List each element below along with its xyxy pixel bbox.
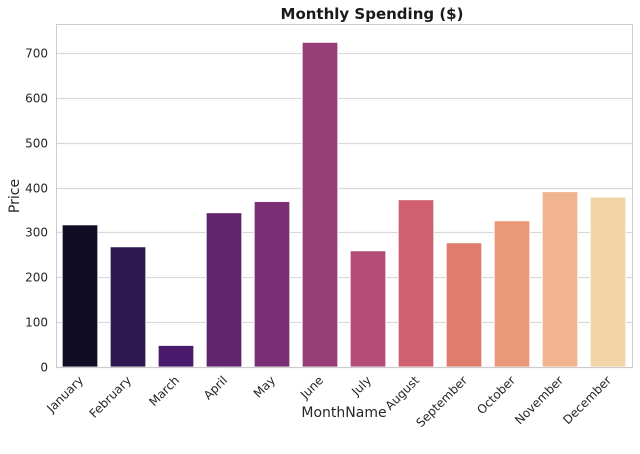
y-tick-label: 700: [25, 47, 48, 61]
plot-frame: [56, 24, 633, 368]
y-tick-label: 600: [25, 92, 48, 106]
x-tick-label: August: [383, 373, 423, 413]
y-tick-label: 100: [25, 316, 48, 330]
x-tick-label: November: [512, 373, 566, 427]
x-tick-label: June: [297, 373, 326, 402]
bar-may: [253, 201, 291, 368]
x-tick-label: September: [413, 373, 470, 430]
y-tick-label: 200: [25, 271, 48, 285]
bar-april: [205, 212, 243, 368]
x-tick-label: April: [201, 373, 230, 402]
y-tick-label: 0: [40, 361, 48, 375]
bar-january: [61, 224, 99, 368]
bar-march: [157, 345, 195, 368]
x-tick-label: December: [560, 373, 614, 427]
y-tick-label: 400: [25, 182, 48, 196]
y-tick-label: 500: [25, 137, 48, 151]
bar-november: [541, 191, 579, 368]
x-tick-label: July: [348, 373, 374, 399]
y-axis-label: Price: [7, 179, 23, 213]
y-tick-label: 300: [25, 226, 48, 240]
x-tick-label: October: [474, 373, 518, 417]
bar-december: [589, 196, 627, 368]
x-tick-label: January: [43, 373, 86, 416]
bar-august: [397, 199, 435, 368]
x-tick-label: February: [87, 373, 135, 421]
bar-july: [349, 250, 387, 368]
bar-june: [301, 41, 339, 368]
bar-october: [493, 220, 531, 368]
bar-september: [445, 242, 483, 368]
x-axis-label: MonthName: [301, 405, 386, 421]
x-tick-label: March: [146, 373, 182, 409]
x-tick-label: May: [251, 373, 278, 400]
chart-title: Monthly Spending ($): [281, 5, 464, 23]
bar-february: [109, 246, 147, 368]
